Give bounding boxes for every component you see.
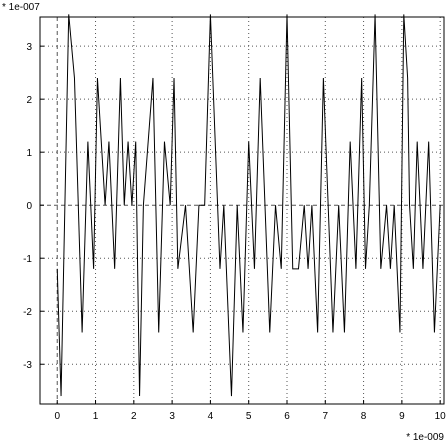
x-tick-label: 0	[54, 411, 60, 422]
y-tick-label: 2	[26, 95, 32, 106]
x-tick-label: 2	[131, 411, 137, 422]
x-tick-label: 1	[93, 411, 99, 422]
y-tick-label: -2	[23, 307, 32, 318]
y-tick-label: 3	[26, 42, 32, 53]
y-tick-label: -1	[23, 254, 32, 265]
y-scale-label: * 1e-007	[2, 2, 40, 13]
x-tick-label: 7	[323, 411, 329, 422]
y-tick-label: 0	[26, 201, 32, 212]
x-tick-label: 9	[399, 411, 405, 422]
x-tick-label: 4	[208, 411, 214, 422]
y-tick-label: -3	[23, 360, 32, 371]
x-tick-label: 5	[246, 411, 252, 422]
x-tick-label: 8	[361, 411, 367, 422]
x-scale-label: * 1e-009	[406, 432, 444, 443]
y-tick-label: 1	[26, 148, 32, 159]
plot-frame	[39, 16, 445, 405]
x-tick-label: 10	[435, 411, 447, 422]
x-tick-label: 3	[169, 411, 175, 422]
zero-lines	[40, 17, 444, 404]
grid-lines	[40, 17, 444, 404]
series-line	[56, 14, 441, 397]
series-layer	[56, 14, 441, 397]
x-tick-label: 6	[284, 411, 290, 422]
